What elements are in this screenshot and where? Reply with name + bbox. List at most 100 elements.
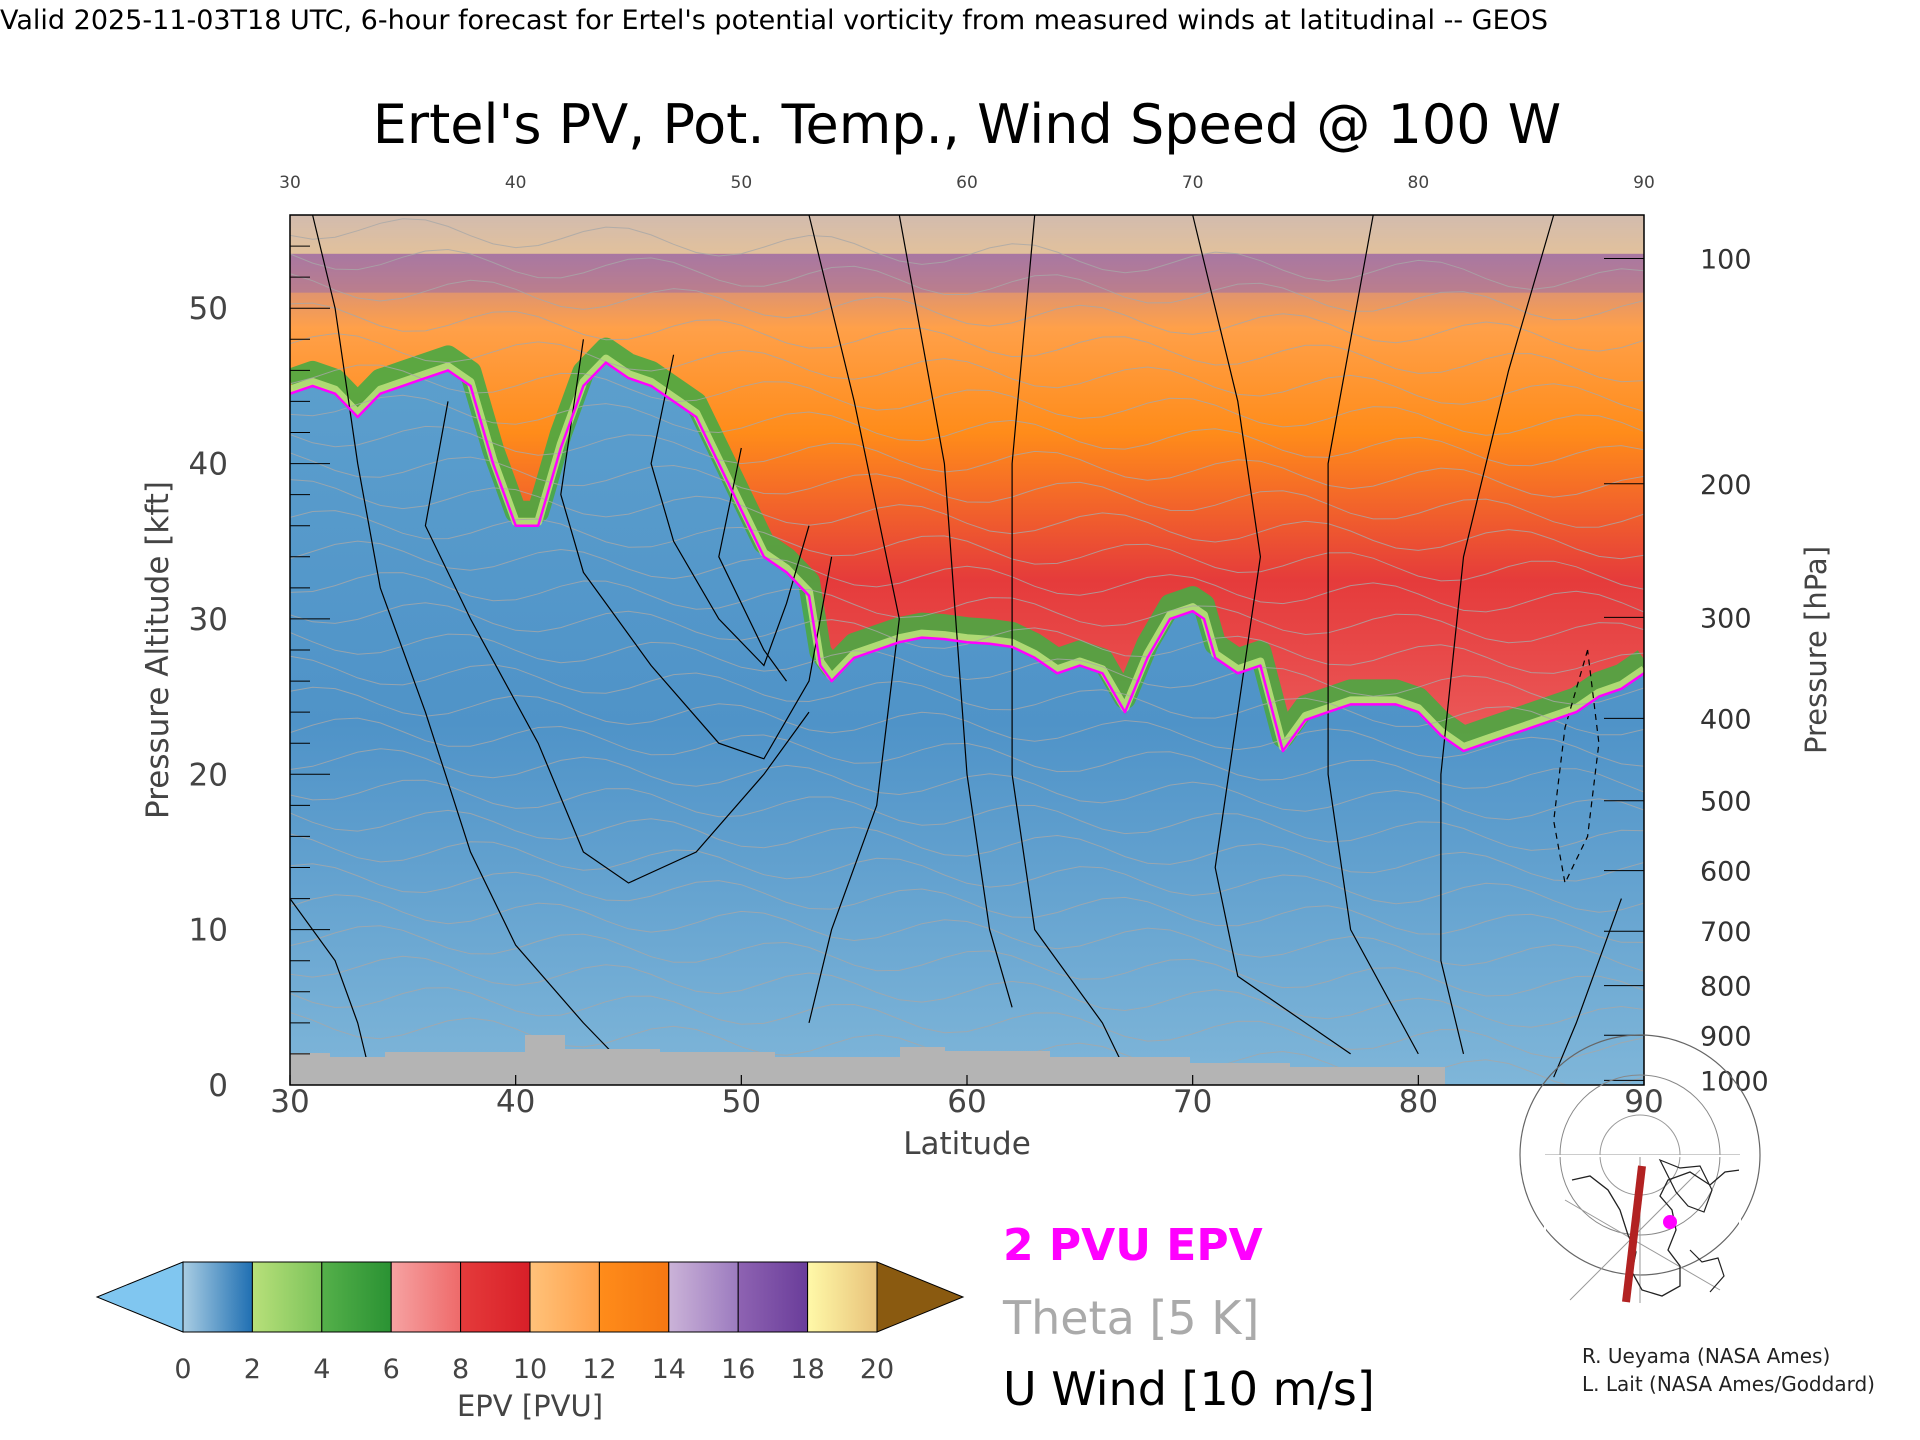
theta-contour — [290, 955, 1644, 1028]
pressure-tick-label: 800 — [1700, 972, 1752, 1003]
theta-contour — [290, 809, 1644, 882]
colorbar-bin — [390, 1261, 462, 1333]
wind-contour — [718, 447, 787, 682]
colorbar-bin — [321, 1261, 392, 1333]
inset-section-line — [1622, 1165, 1646, 1303]
x-top-tick-label: 60 — [956, 173, 978, 193]
x-tick-label: 60 — [947, 1084, 986, 1120]
theta-contour — [290, 218, 1644, 291]
theta-contour — [290, 248, 1644, 321]
credit-line-2: L. Lait (NASA Ames/Goddard) — [1582, 1372, 1875, 1396]
strat-band-yellow — [290, 215, 1644, 254]
wind-contour — [650, 354, 810, 667]
y-tick-label: 40 — [189, 447, 228, 483]
pressure-tick-label: 200 — [1700, 470, 1752, 501]
theta-contour — [290, 364, 1644, 436]
tropopause-green-band — [290, 337, 1644, 748]
wind-contour — [898, 215, 1013, 1008]
x-top-tick-label: 50 — [731, 173, 753, 193]
x-axis: 30 40 50 60 70 80 90 — [270, 1075, 1664, 1120]
strat-band-purple — [290, 253, 1644, 293]
colorbar-bin — [737, 1261, 809, 1333]
terrain — [290, 1035, 1445, 1085]
x-tick-label: 40 — [496, 1084, 535, 1120]
tropopause-yellow-band — [290, 354, 1644, 751]
colorbar-tick-label: 12 — [582, 1354, 616, 1385]
colorbar-tick-label: 4 — [313, 1354, 330, 1385]
theta-contour — [290, 833, 1644, 913]
y-axis-right-label: Pressure [hPa] — [1799, 546, 1833, 754]
colorbar-tick-label: 18 — [790, 1354, 824, 1385]
colorbar-tick-label: 0 — [174, 1354, 191, 1385]
inset-marker — [1663, 1215, 1677, 1229]
colorbar-label: EPV [PVU] — [457, 1389, 603, 1423]
credit-line-1: R. Ueyama (NASA Ames) — [1582, 1344, 1830, 1368]
theta-contour — [290, 540, 1644, 613]
wind-contour — [808, 215, 900, 1024]
theta-contour — [290, 717, 1644, 793]
y-tick-label: 20 — [189, 757, 228, 793]
chart-title: Ertel's PV, Pot. Temp., Wind Speed @ 100… — [373, 93, 1561, 156]
pv-2pvu-contour — [290, 361, 1644, 753]
y-tick-label: 30 — [189, 602, 228, 638]
theta-contour — [290, 987, 1644, 1059]
colorbar-tick-label: 14 — [652, 1354, 686, 1385]
theta-contour — [290, 572, 1644, 644]
wind-contour — [312, 215, 629, 1070]
y-axis-left: 0 10 20 30 40 50 — [189, 245, 330, 1104]
colorbar-bin — [251, 1261, 323, 1333]
theta-contour — [290, 894, 1644, 972]
wind-contour — [424, 401, 810, 884]
colorbar-bin — [460, 1261, 531, 1333]
colorbar-tick-label: 10 — [513, 1354, 547, 1385]
theta-contours — [290, 218, 1644, 1085]
pressure-tick-label: 900 — [1700, 1021, 1752, 1052]
x-tick-label: 70 — [1173, 1084, 1212, 1120]
wind-contour — [1011, 215, 1126, 1070]
theta-contour — [290, 602, 1644, 674]
theta-contour — [290, 779, 1644, 851]
colorbar-tick-label: 8 — [452, 1354, 469, 1385]
theta-contour — [290, 863, 1644, 943]
wind-contour — [1192, 215, 1351, 1055]
legend: 2 PVU EPV Theta [5 K] U Wind [10 m/s] — [1002, 1220, 1375, 1416]
theta-contour — [290, 686, 1644, 767]
legend-item-wind: U Wind [10 m/s] — [1003, 1362, 1375, 1416]
wind-contour — [560, 339, 833, 760]
theta-contour — [290, 302, 1644, 383]
theta-contour — [290, 425, 1644, 498]
y-tick-label: 50 — [189, 291, 228, 327]
colorbar-bin — [529, 1261, 600, 1333]
x-tick-label: 90 — [1624, 1084, 1663, 1120]
wind-contour-negative — [1553, 649, 1600, 885]
wind-contour — [1440, 215, 1555, 1055]
theta-contour — [290, 510, 1644, 590]
theta-contour — [290, 655, 1644, 736]
x-top-tick-label: 70 — [1182, 173, 1204, 193]
pressure-tick-label: 600 — [1700, 857, 1752, 888]
legend-item-epv: 2 PVU EPV — [1003, 1220, 1263, 1271]
colorbar-tick-label: 16 — [721, 1354, 755, 1385]
y-tick-label: 0 — [208, 1068, 228, 1104]
theta-contour — [290, 273, 1644, 352]
x-axis-label: Latitude — [903, 1126, 1031, 1162]
forecast-header: Valid 2025-11-03T18 UTC, 6-hour forecast… — [0, 5, 1548, 36]
colorbar-under — [95, 1261, 184, 1333]
theta-contour — [290, 632, 1644, 706]
theta-contour — [290, 394, 1644, 467]
stratosphere-bands — [290, 215, 1644, 293]
theta-contour — [290, 452, 1644, 528]
x-tick-label: 30 — [270, 1084, 309, 1120]
troposphere-field — [290, 362, 1644, 1085]
wind-contour — [1553, 898, 1622, 1078]
x-top-tick-label: 90 — [1633, 173, 1655, 193]
colorbar: 0 2 4 6 8 10 12 14 16 18 20 — [95, 1261, 965, 1385]
pressure-tick-label: 700 — [1700, 917, 1752, 948]
colorbar-tick-label: 2 — [244, 1354, 261, 1385]
y-axis-label: Pressure Altitude [kft] — [140, 481, 176, 819]
x-top-tick-label: 30 — [279, 173, 301, 193]
pressure-tick-label: 300 — [1700, 603, 1752, 634]
x-axis-top: 30 40 50 60 70 80 90 — [279, 173, 1655, 193]
colorbar-tick-label: 20 — [860, 1354, 894, 1385]
